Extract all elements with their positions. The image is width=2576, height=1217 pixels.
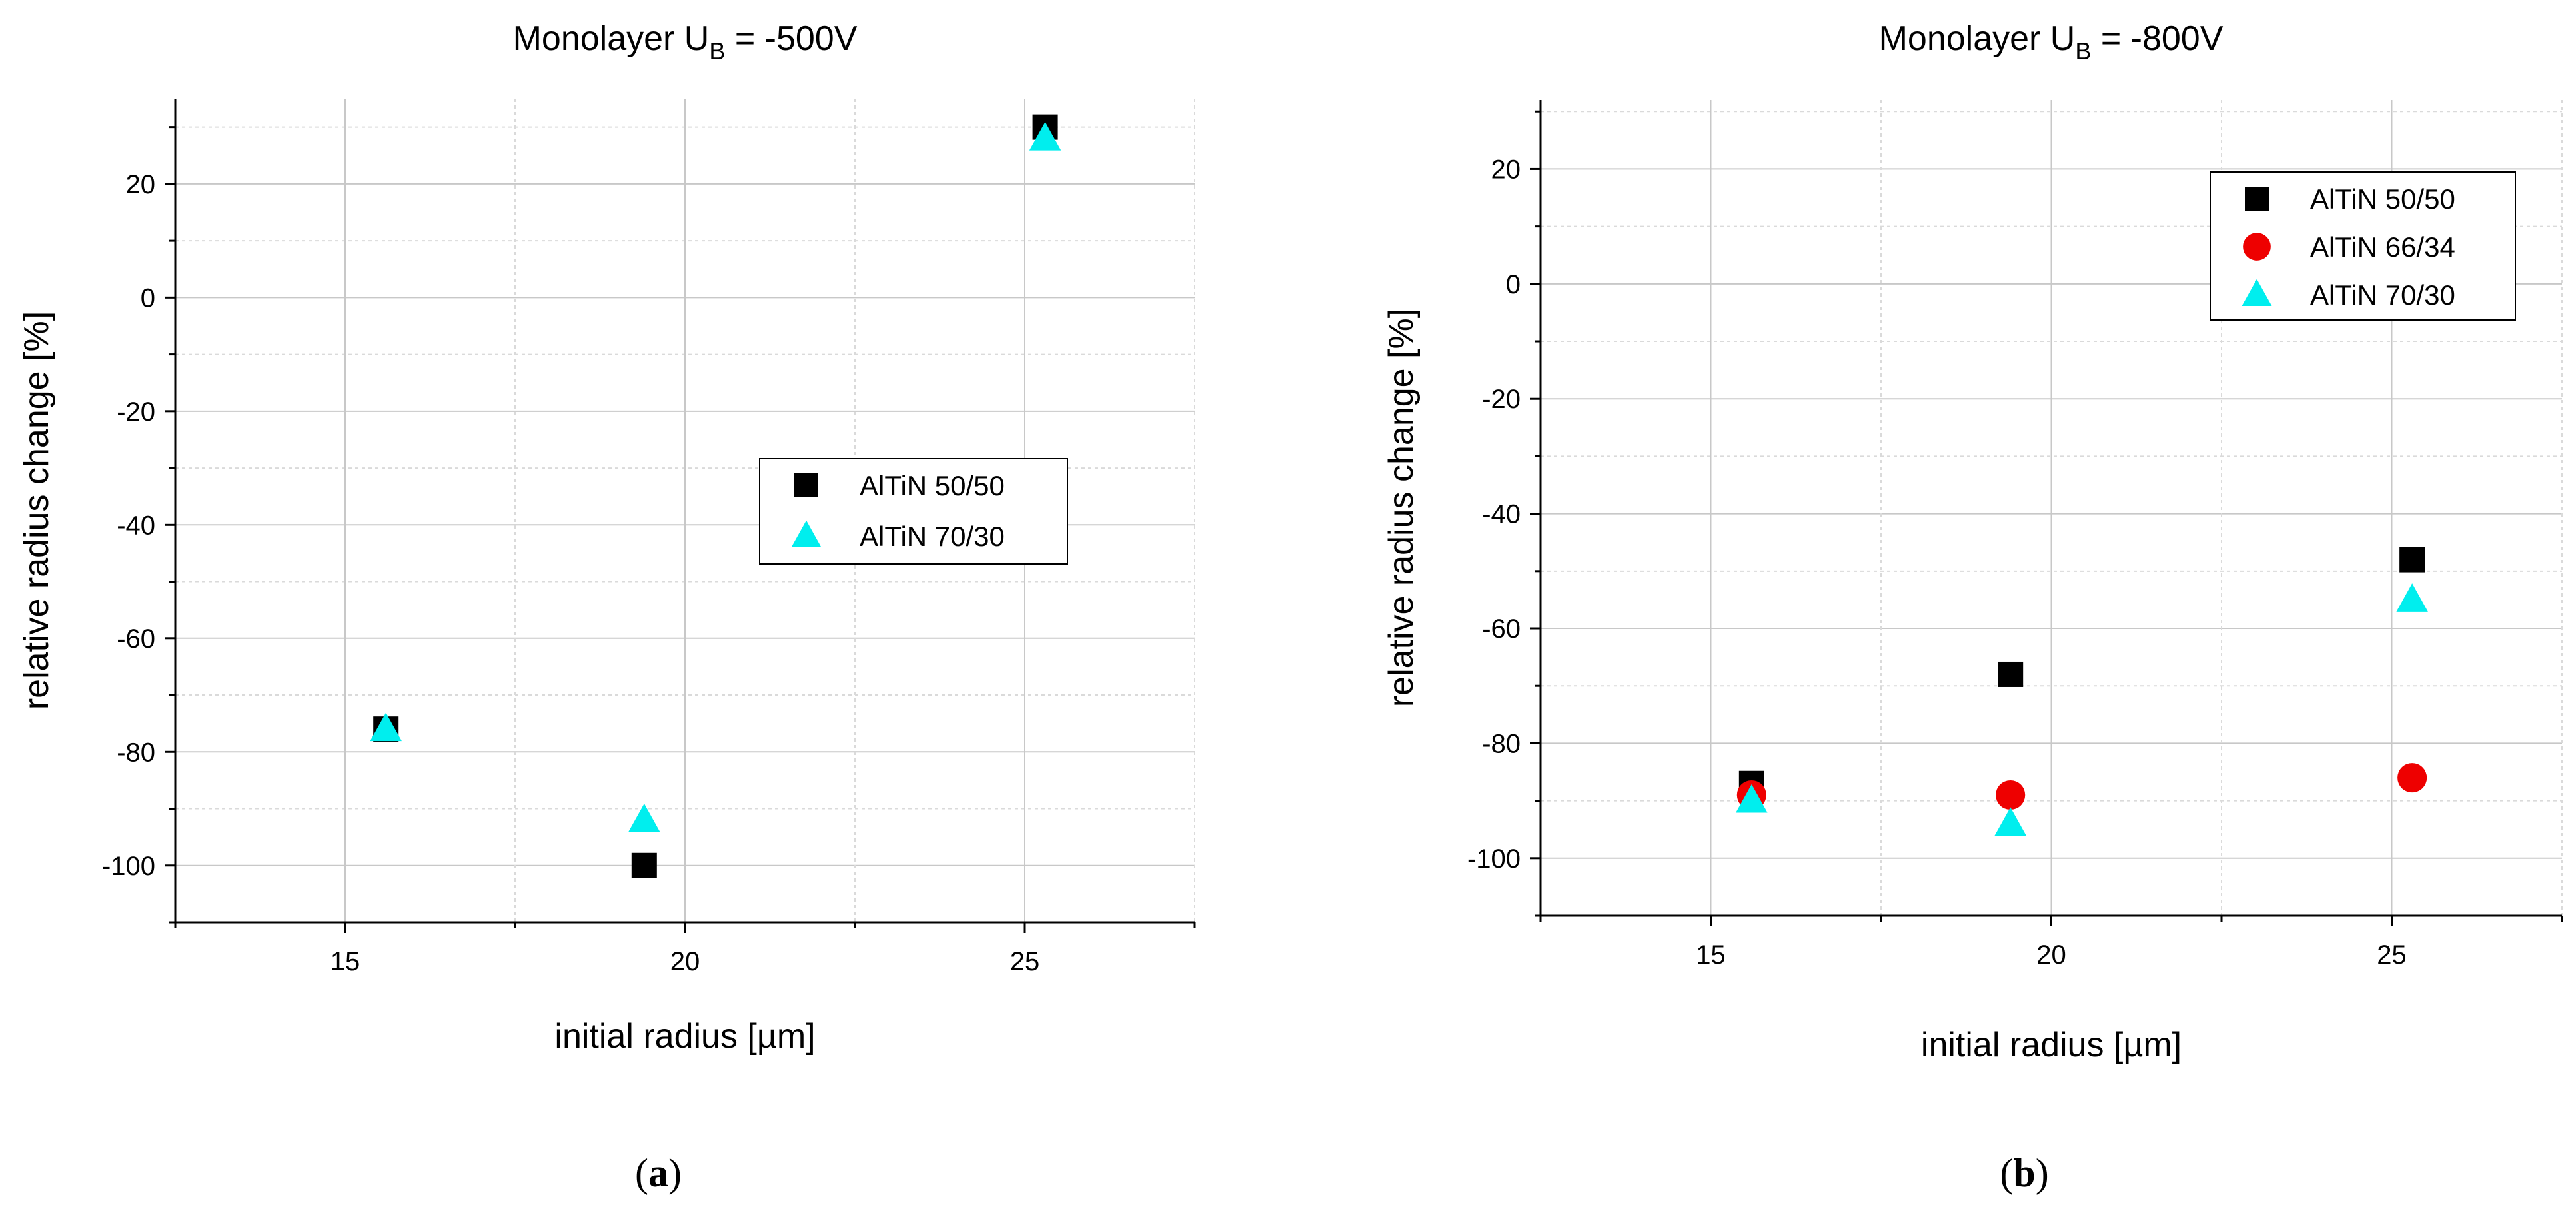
y-tick-label: -40: [1482, 500, 1521, 529]
y-tick-label: 20: [1491, 155, 1521, 184]
series-altin-70-30: [1736, 583, 2428, 836]
legend-marker: [2243, 233, 2271, 261]
y-tick-label: -60: [1482, 614, 1521, 644]
x-tick-label: 20: [2036, 940, 2066, 970]
data-point: [1996, 780, 2026, 810]
legend-label: AlTiN 50/50: [860, 470, 1005, 501]
legend-label: AlTiN 70/30: [2310, 279, 2455, 311]
chart-title-main: Monolayer U: [1879, 19, 2076, 58]
x-axis-label: initial radius [µm]: [554, 1017, 815, 1056]
y-tick-label: -80: [117, 738, 155, 767]
legend: AlTiN 50/50 AlTiN 66/34 AlTiN 70/30: [2210, 171, 2516, 321]
x-tick-label: 25: [1010, 947, 1040, 976]
panel-caption-close: ): [2036, 1151, 2049, 1195]
panel-caption-open: (: [635, 1151, 648, 1195]
data-point: [2399, 547, 2425, 573]
legend-marker: [2242, 279, 2272, 307]
y-tick-label: -60: [117, 624, 155, 654]
panel-caption-letter: a: [648, 1151, 668, 1195]
legend-marker: [2245, 187, 2269, 211]
series-altin-50-50: [1738, 547, 2425, 796]
y-tick-label: -80: [1482, 729, 1521, 758]
chart-panel-a: Monolayer UB = -500V -100 -80 -60 -40 -20 0 20 1…: [17, 19, 1196, 1195]
legend: AlTiN 50/50 AlTiN 70/30: [759, 458, 1068, 565]
y-tick-label: -20: [1482, 385, 1521, 414]
series-altin-66-34: [1736, 763, 2427, 810]
panel-caption: (b): [2000, 1151, 2048, 1195]
panel-caption: (a): [635, 1151, 682, 1195]
data-point: [1736, 784, 1768, 813]
y-tick-label: -100: [1467, 844, 1521, 874]
x-tick-label: 15: [1696, 940, 1726, 970]
chart-title-suffix: = -500V: [725, 19, 857, 58]
series-altin-70-30: [370, 121, 1061, 832]
legend-label: AlTiN 66/34: [2310, 231, 2455, 263]
chart-panel-b: Monolayer UB = -800V -100 -80 -60 -40 -20 0 20 1…: [1382, 19, 2563, 1195]
chart-title-subscript: B: [2075, 37, 2091, 65]
x-tick-label: 20: [670, 947, 700, 976]
data-point: [1994, 807, 2026, 836]
y-axis-label: relative radius change [%]: [17, 311, 56, 710]
y-tick-label: -100: [102, 852, 155, 881]
y-axis-label: relative radius change [%]: [1382, 309, 1421, 707]
chart-title-subscript: B: [709, 37, 725, 65]
chart-title-main: Monolayer U: [513, 19, 710, 58]
panel-caption-close: ): [668, 1151, 682, 1195]
x-axis-label: initial radius [µm]: [1921, 1026, 2182, 1064]
panel-caption-letter: b: [2013, 1151, 2035, 1195]
chart-title: Monolayer UB = -800V: [1879, 19, 2224, 65]
y-tick-label: 0: [1506, 270, 1521, 299]
data-point: [2397, 763, 2427, 793]
legend-label: AlTiN 70/30: [860, 521, 1005, 552]
data-point: [631, 852, 657, 878]
data-point: [370, 712, 402, 742]
legend-label: AlTiN 50/50: [2310, 183, 2455, 215]
legend-marker: [794, 473, 818, 497]
chart-title: Monolayer UB = -500V: [513, 19, 858, 65]
y-tick-label: 0: [141, 283, 155, 313]
data-point: [1029, 121, 1061, 151]
legend-marker: [791, 520, 822, 548]
data-point: [2396, 583, 2428, 612]
data-point: [1998, 661, 2024, 687]
panel-caption-open: (: [2000, 1151, 2013, 1195]
data-point: [628, 803, 660, 832]
y-tick-label: 20: [126, 170, 156, 199]
x-tick-label: 15: [330, 947, 360, 976]
y-tick-label: -20: [117, 397, 155, 427]
y-tick-label: -40: [117, 511, 155, 540]
chart-title-suffix: = -800V: [2091, 19, 2223, 58]
x-tick-label: 25: [2377, 940, 2407, 970]
